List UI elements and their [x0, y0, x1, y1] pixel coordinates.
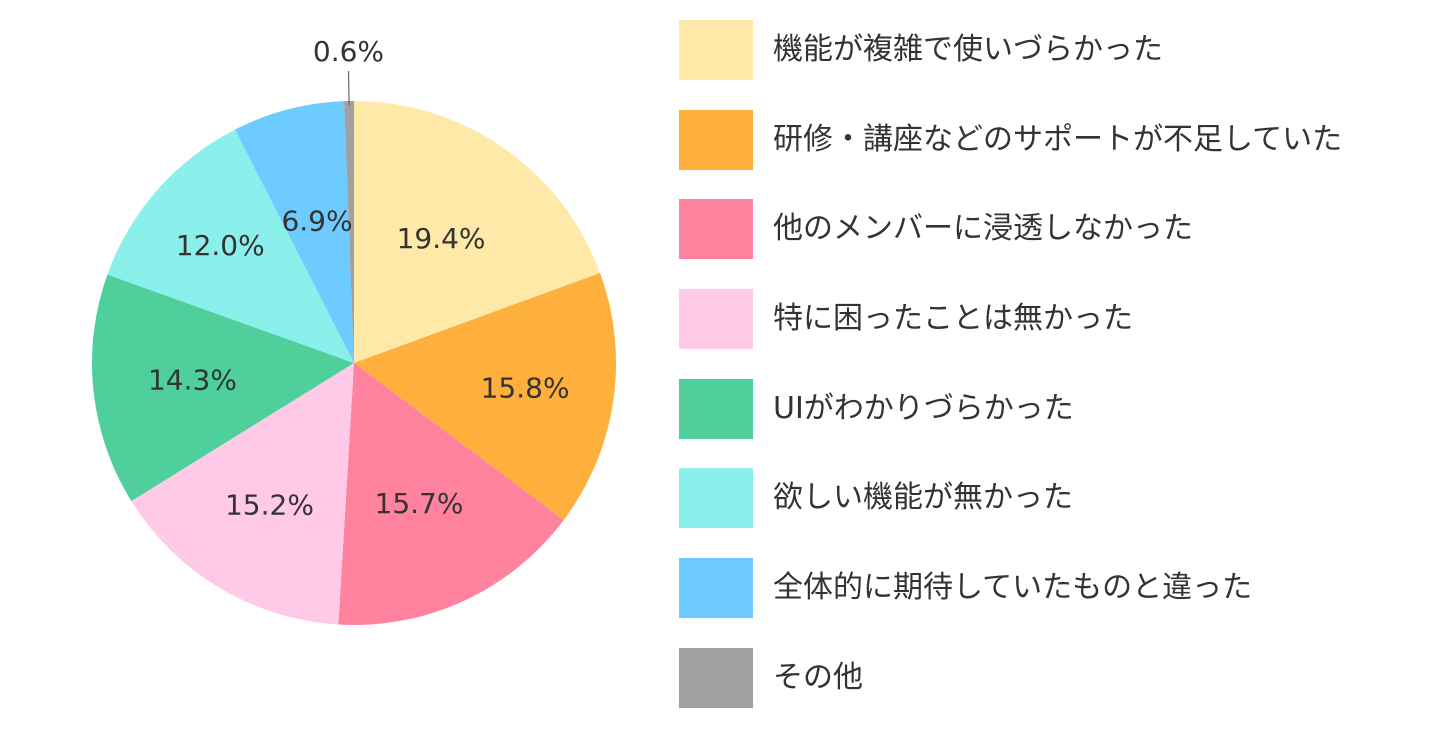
pie-slice [107, 129, 354, 363]
legend-label: 全体的に期待していたものと違った [773, 570, 1253, 606]
legend: 機能が複雑で使いづらかった 研修・講座などのサポートが不足していた 他のメンバー… [679, 20, 1419, 738]
legend-item: 機能が複雑で使いづらかった [679, 20, 1419, 80]
pie-slice [344, 101, 354, 363]
legend-item: 欲しい機能が無かった [679, 468, 1419, 529]
legend-swatch [679, 109, 753, 170]
data-label: 19.4% [397, 222, 486, 255]
data-label: 6.9% [281, 205, 352, 238]
pie-slice [338, 363, 564, 625]
legend-item: 研修・講座などのサポートが不足していた [679, 109, 1419, 170]
pie-chart: 19.4% 15.8% 15.7% 15.2% 14.3% 12.0% 6.9% 0.6% [91, 35, 617, 625]
legend-swatch [679, 558, 753, 619]
legend-label: その他 [773, 659, 863, 695]
legend-item: 特に困ったことは無かった [679, 289, 1419, 350]
data-label: 12.0% [176, 229, 265, 262]
legend-item: その他 [679, 647, 1419, 708]
legend-swatch [679, 468, 753, 529]
data-label: 0.6% [313, 35, 384, 68]
legend-swatch [679, 20, 753, 80]
data-label: 14.3% [148, 364, 237, 397]
legend-item: 全体的に期待していたものと違った [679, 558, 1419, 619]
pie-slice [354, 273, 617, 521]
pie-slice [91, 274, 354, 502]
legend-swatch [679, 199, 753, 260]
legend-item: 他のメンバーに浸透しなかった [679, 199, 1419, 260]
leader-line [347, 71, 350, 106]
legend-label: 欲しい機能が無かった [773, 480, 1073, 516]
legend-label: UIがわかりづらかった [773, 390, 1074, 426]
data-label: 15.2% [225, 488, 314, 521]
pie-slice [131, 363, 354, 625]
data-label: 15.8% [481, 372, 570, 405]
legend-swatch [679, 378, 753, 439]
legend-swatch [679, 647, 753, 708]
legend-label: 他のメンバーに浸透しなかった [773, 211, 1193, 247]
legend-label: 特に困ったことは無かった [773, 301, 1133, 337]
legend-swatch [679, 289, 753, 350]
data-label: 15.7% [375, 487, 464, 520]
pie-slice [354, 101, 601, 363]
pie-slice [234, 101, 354, 364]
legend-label: 研修・講座などのサポートが不足していた [773, 121, 1343, 157]
legend-item: UIがわかりづらかった [679, 378, 1419, 439]
legend-label: 機能が複雑で使いづらかった [773, 32, 1163, 67]
